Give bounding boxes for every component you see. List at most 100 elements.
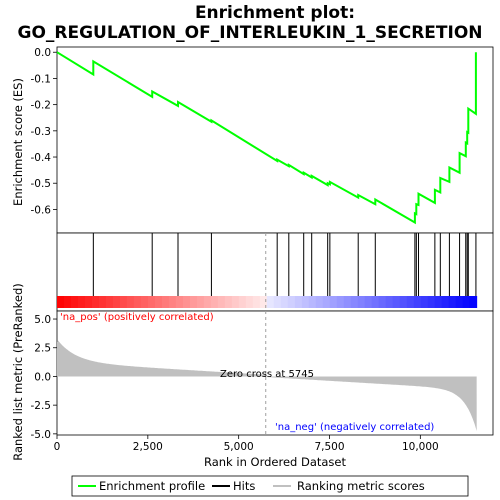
ranking-color-segment [126,296,135,308]
ranking-color-segment [315,296,324,308]
ranking-color-segment [434,296,443,308]
legend: Enrichment profile Hits Ranking metric s… [71,475,469,497]
ranking-color-segment [406,296,415,308]
es-y-tick-label: -0.2 [31,100,52,112]
ranking-color-segment [350,296,359,308]
ranking-color-segment [392,296,401,308]
ranking-color-segment [84,296,93,308]
ranking-color-segment [112,296,121,308]
metric-y-axis-label: Ranked list metric (PreRanked) [11,283,25,461]
es-y-tick-label: -0.4 [31,152,52,164]
ranking-color-segment [455,296,464,308]
zero-cross-label: Zero cross at 5745 [220,369,314,380]
es-y-tick-label: 0.0 [34,47,51,59]
ranking-color-segment [182,296,191,308]
legend-frame [71,475,469,497]
ranking-color-segment [98,296,107,308]
ranking-color-segment [210,296,219,308]
ranking-color-segment [462,296,471,308]
es-y-ticks: 0.0 -0.1 -0.2 -0.3 -0.4 -0.5 -0.6 [31,47,57,216]
x-tick-label: 0 [54,441,61,453]
ranking-color-segment [63,296,72,308]
ranking-color-segment [441,296,450,308]
ranking-color-segment [217,296,226,308]
x-tick-label: 5,000 [224,441,254,453]
hit-markers [92,233,477,296]
ranking-color-segment [231,296,240,308]
ranking-color-segment [378,296,387,308]
es-y-axis-label: Enrichment score (ES) [11,78,25,206]
ranking-color-segment [189,296,198,308]
ranking-color-segment [329,296,338,308]
ranking-color-segment [322,296,331,308]
ranking-color-segment [266,296,275,308]
ranking-color-segment [105,296,114,308]
ranking-color-segment [469,296,478,308]
ranking-color-segment [91,296,100,308]
metric-y-tick-label: -2.5 [31,400,52,412]
ranking-color-segment [427,296,436,308]
metric-panel: 5.0 2.5 0.0 -2.5 -5.0 0 2,500 5,000 7,500 10,000… [31,233,494,453]
x-ticks: 0 2,500 5,000 7,500 10,000 [54,435,439,453]
es-curve [56,51,477,225]
legend-label-ranking: Ranking metric scores [297,479,425,493]
ranking-color-segment [273,296,282,308]
metric-y-tick-label: 2.5 [34,343,51,355]
x-tick-label: 7,500 [314,441,344,453]
legend-label-hits: Hits [233,479,255,493]
ranking-color-segment [154,296,163,308]
ranking-color-segment [364,296,373,308]
ranking-color-bar [57,296,478,308]
ranking-color-segment [161,296,170,308]
ranking-color-segment [357,296,366,308]
es-y-tick-label: -0.1 [31,73,52,85]
ranking-color-segment [308,296,317,308]
ranking-color-segment [252,296,261,308]
x-axis-label: Rank in Ordered Dataset [204,455,347,469]
ranking-color-segment [448,296,457,308]
ranking-color-segment [280,296,289,308]
es-y-tick-label: -0.3 [31,126,52,138]
ranking-color-segment [224,296,233,308]
x-tick-label: 10,000 [402,441,439,453]
legend-label-enrichment: Enrichment profile [99,479,205,493]
ranking-color-segment [70,296,79,308]
ranking-color-segment [294,296,303,308]
ranking-color-segment [147,296,156,308]
ranking-color-segment [57,296,65,308]
ranking-color-segment [140,296,149,308]
ranking-color-segment [259,296,268,308]
metric-y-ticks: 5.0 2.5 0.0 -2.5 -5.0 [31,314,57,441]
es-panel-frame [56,46,494,234]
ranking-color-segment [168,296,177,308]
es-y-tick-label: -0.5 [31,178,52,190]
ranking-color-segment [77,296,86,308]
x-tick-label: 2,500 [133,441,163,453]
ranking-color-segment [413,296,422,308]
metric-y-tick-label: 5.0 [34,314,51,326]
ranking-color-segment [385,296,394,308]
chart-title-line2: GO_REGULATION_OF_INTERLEUKIN_1_SECRETION [18,23,483,43]
metric-y-tick-label: -5.0 [31,429,52,441]
ranking-color-segment [287,296,296,308]
ranking-color-segment [175,296,184,308]
ranking-color-segment [238,296,247,308]
ranking-color-segment [133,296,142,308]
ranking-color-segment [245,296,254,308]
ranking-color-segment [203,296,212,308]
metric-y-tick-label: 0.0 [34,371,51,383]
hits-panel [56,232,494,312]
es-y-tick-label: -0.6 [31,204,52,216]
ranking-color-segment [399,296,408,308]
ranking-color-segment [336,296,345,308]
chart-title-line1: Enrichment plot: [195,3,355,23]
ranking-color-segment [371,296,380,308]
ranking-color-segment [420,296,429,308]
ranking-color-segment [301,296,310,308]
ranking-color-segment [119,296,128,308]
ranking-color-segment [196,296,205,308]
positive-correlation-label: 'na_pos' (positively correlated) [60,312,214,323]
negative-correlation-label: 'na_neg' (negatively correlated) [275,422,434,433]
es-panel: 0.0 -0.1 -0.2 -0.3 -0.4 -0.5 -0.6 [31,46,494,234]
